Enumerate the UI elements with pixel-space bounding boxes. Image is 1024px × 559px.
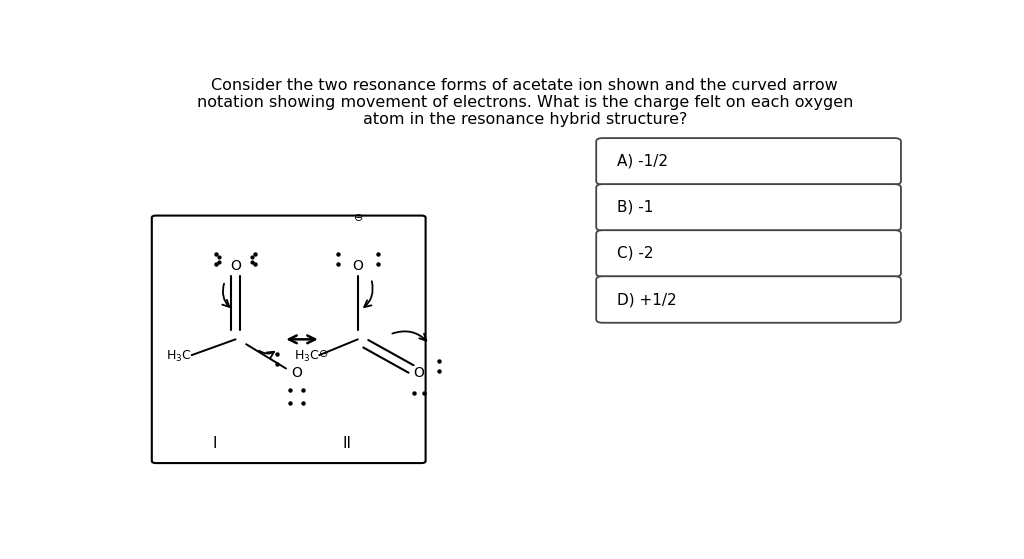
Text: O: O [414, 366, 424, 380]
Text: O: O [230, 259, 241, 273]
Text: $\ominus$: $\ominus$ [352, 212, 362, 223]
Text: H$_3$C: H$_3$C [167, 349, 191, 364]
Text: Consider the two resonance forms of acetate ion shown and the curved arrow: Consider the two resonance forms of acet… [211, 78, 839, 93]
FancyBboxPatch shape [596, 184, 901, 231]
Text: II: II [343, 437, 351, 452]
Text: $\ominus$: $\ominus$ [318, 348, 329, 359]
Text: atom in the resonance hybrid structure?: atom in the resonance hybrid structure? [362, 112, 687, 127]
FancyBboxPatch shape [152, 216, 426, 463]
Text: C) -2: C) -2 [616, 246, 653, 261]
Text: O: O [291, 366, 302, 380]
Text: notation showing movement of electrons. What is the charge felt on each oxygen: notation showing movement of electrons. … [197, 95, 853, 110]
FancyBboxPatch shape [596, 230, 901, 277]
Text: D) +1/2: D) +1/2 [616, 292, 677, 307]
Text: I: I [212, 437, 216, 452]
Text: B) -1: B) -1 [616, 200, 653, 215]
Text: A) -1/2: A) -1/2 [616, 154, 668, 169]
Text: H$_3$C: H$_3$C [294, 349, 319, 364]
FancyBboxPatch shape [596, 138, 901, 184]
FancyBboxPatch shape [596, 276, 901, 323]
Text: O: O [352, 259, 364, 273]
